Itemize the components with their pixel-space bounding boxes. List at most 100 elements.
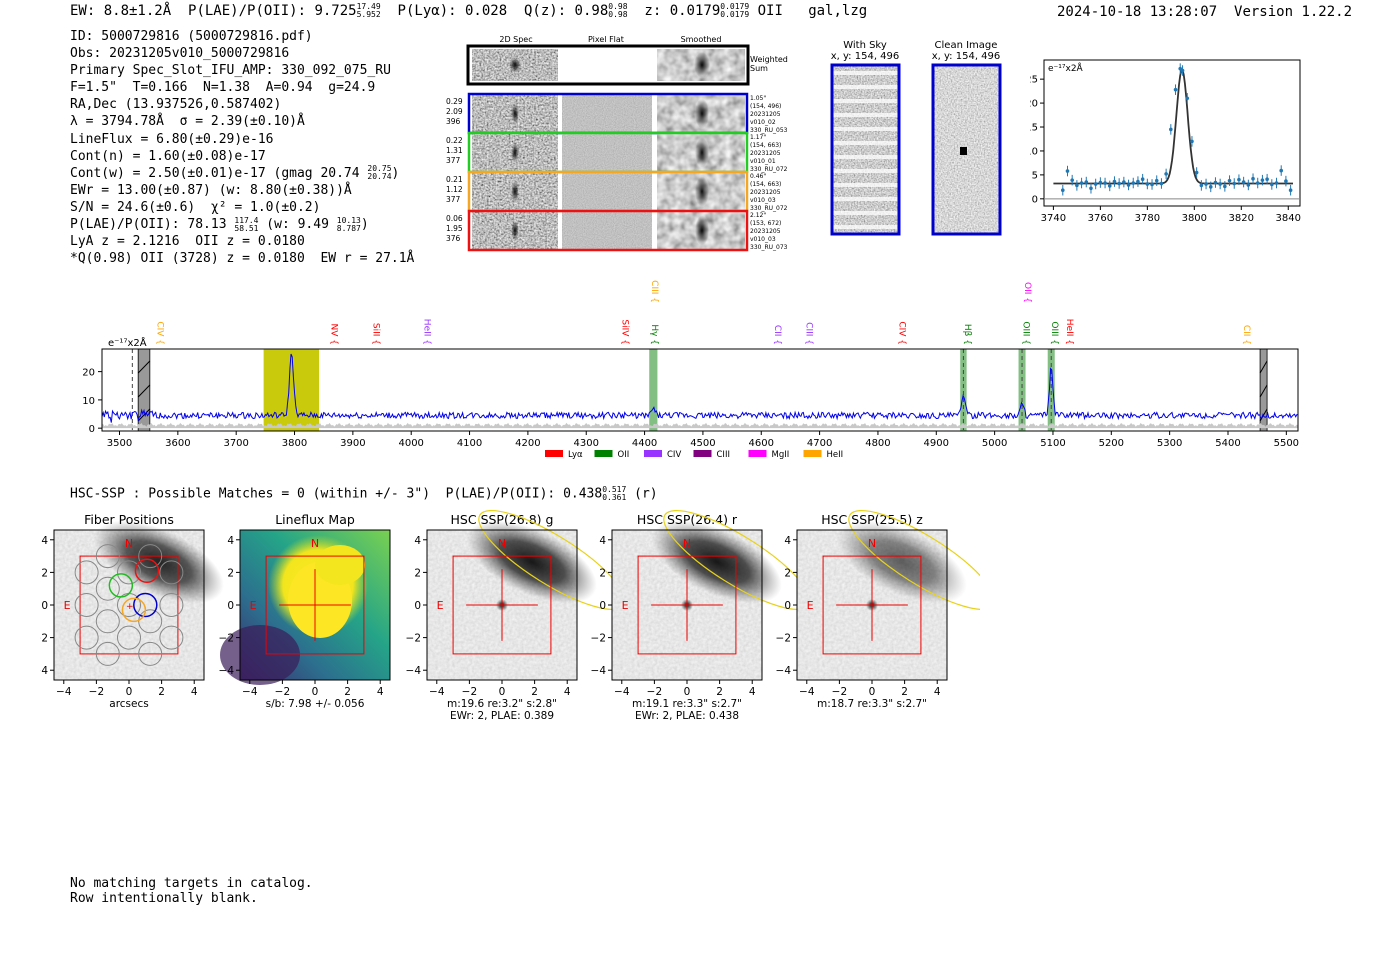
info-cont-w: Cont(w) = 2.50(±0.01)e-17 (gmag 20.74 20… [70,164,400,182]
fit-x-tick: 3840 [1276,213,1301,224]
spectrum-x-tick: 5500 [1274,438,1299,449]
cutout-row: 0.21 1.12 377 0.46" (154, 663) 20231205 v010_0… [446,170,788,213]
svg-text:OII: OII [618,450,630,460]
fiber-circle [138,544,163,569]
cutout-grid: 2D Spec Pixel Flat Smoothed Weighted Sum 0.2… [446,35,788,252]
hsc-aperture-ellipse [848,509,980,611]
header-flags: gal,lzg [808,3,868,19]
spectrum-line-label: CIII { [649,280,659,303]
hsc-panel: HSC SSP(26.4) r N E −4 −4 −2 −2 0 0 2 2 4 4 m:19.1 re… [591,509,811,722]
hsc-x-tick: −2 [832,686,847,698]
hsc-x-tick: 0 [126,686,133,698]
fit-data-point [1237,174,1241,185]
hsc-x-tick: 2 [716,686,723,698]
hsc-y-tick: −2 [219,633,234,645]
header-z: z: 0.0179 [644,3,721,19]
spectrum-x-tick: 5100 [1040,438,1065,449]
hsc-x-tick: 4 [934,686,941,698]
sky-panels: With Sky x, y: 154, 496 Clean Image x, y… [830,40,1002,236]
spectrum-line-label: Hβ { [962,324,972,345]
hsc-y-tick: 0 [227,600,234,612]
hsc-search-box [265,555,365,655]
compass-north: N [311,537,319,550]
fiber-circle [159,560,184,585]
hsc-y-tick: −4 [40,665,48,677]
fit-data-point [1136,176,1140,187]
fit-data-point [1107,180,1112,192]
fit-data-point [1164,168,1168,180]
clean-image-title: Clean Image [935,40,998,51]
fit-data-point [1060,184,1065,196]
fit-data-point [1185,93,1190,104]
hsc-x-tick: −4 [242,686,258,698]
compass-north: N [125,537,133,550]
fiber-circle-highlight [134,558,160,584]
fit-data-point [1098,177,1103,188]
hsc-y-tick: 4 [41,535,48,547]
info-radec: RA,Dec (13.937526,0.587402) [70,97,282,113]
fit-data-point [1122,176,1126,188]
header-plae: P(LAE)/P(OII): 9.725 [188,3,357,19]
hsc-summary: HSC-SSP : Possible Matches = 0 (within +… [70,485,658,502]
fit-data-point [1204,178,1208,190]
fit-data-point [1154,175,1159,186]
svg-text:Lyα: Lyα [568,450,583,460]
clean-image-coords: x, y: 154, 496 [932,51,1001,62]
fit-data-point [1232,178,1237,189]
fit-data-point [1255,177,1260,189]
spectrum-x-tick: 3500 [107,438,132,449]
hsc-x-tick: −4 [799,686,815,698]
hsc-y-tick: 2 [599,567,606,579]
spectrum-x-tick: 5300 [1157,438,1182,449]
spectrum-error-band [102,422,1298,429]
fit-x-tick: 3780 [1135,213,1160,224]
spectrum-x-tick: 4600 [749,438,774,449]
hsc-search-box [452,555,552,655]
fit-data-point [1227,175,1232,186]
spectrum-highlight-band [649,349,658,431]
info-ewr: EWr = 13.00(±0.87) (w: 8.80(±0.38))Å [70,182,352,198]
svg-text:+: + [126,602,134,612]
hsc-x-tick: −2 [462,686,477,698]
fit-data-point [1089,183,1093,194]
spectrum-x-tick: 3900 [340,438,365,449]
hsc-panel-title: HSC SSP(26.8) g [451,512,554,527]
hsc-x-tick: −2 [647,686,662,698]
cutout-col-title: Smoothed [681,35,722,44]
compass-north: N [868,537,876,550]
fit-zoom-plot: 0 5 10 15 20 25 3740 3760 3780 3800 3820 3840 e⁻¹⁷x2… [1030,59,1301,224]
hsc-x-tick: 2 [158,686,165,698]
fit-data-point [1241,176,1246,188]
hsc-x-tick: −2 [275,686,290,698]
spectrum-x-tick: 4200 [515,438,540,449]
cutout-row-right-label: 1.17" (154, 663) 20231205 v010_01 330_RU_072 [750,134,788,173]
fiber-circle [159,593,184,617]
info-obs: Obs: 20231205v010_5000729816 [70,46,290,62]
spectrum-line-label: CIII { [803,322,813,345]
hsc-x-tick: 2 [344,686,351,698]
fit-data-point [1246,179,1251,191]
info-lambda: λ = 3794.78Å σ = 2.39(±0.10)Å [70,114,305,130]
hsc-panel: HSC SSP(25.5) z N E −4 −4 −2 −2 0 0 2 2 4 4 m:18.7 re… [776,509,980,710]
spectrum-y-tick: 20 [82,368,95,379]
fiber-circle-highlight [108,573,134,598]
spectrum-x-tick: 3600 [165,438,190,449]
fit-data-point [1279,165,1284,176]
cutout-row-right-label: 1.05" (154, 496) 20231205 v010_02 330_RU_053 [750,95,788,134]
compass-north: N [683,537,691,550]
fit-data-point [1103,177,1107,189]
hsc-imaging-panels: Fiber Positions+NE−4−4−2−2002244arcsecsL… [40,509,980,722]
compass-east: E [437,599,444,612]
fit-data-point [1180,65,1185,76]
hsc-panel-caption: m:18.7 re:3.3" s:2.7" [817,698,927,710]
fit-data-point [1065,165,1070,177]
hsc-y-tick: 0 [599,600,606,612]
fiber-circle [117,625,141,650]
footer-line-1: No matching targets in catalog. [70,876,313,891]
spectrum-highlight-band [263,349,320,431]
fit-data-point [1173,84,1178,95]
hsc-x-tick: −2 [89,686,104,698]
fit-data-point [1169,124,1173,135]
fiber-circle [159,625,184,650]
fit-y-tick: 25 [1030,75,1038,86]
